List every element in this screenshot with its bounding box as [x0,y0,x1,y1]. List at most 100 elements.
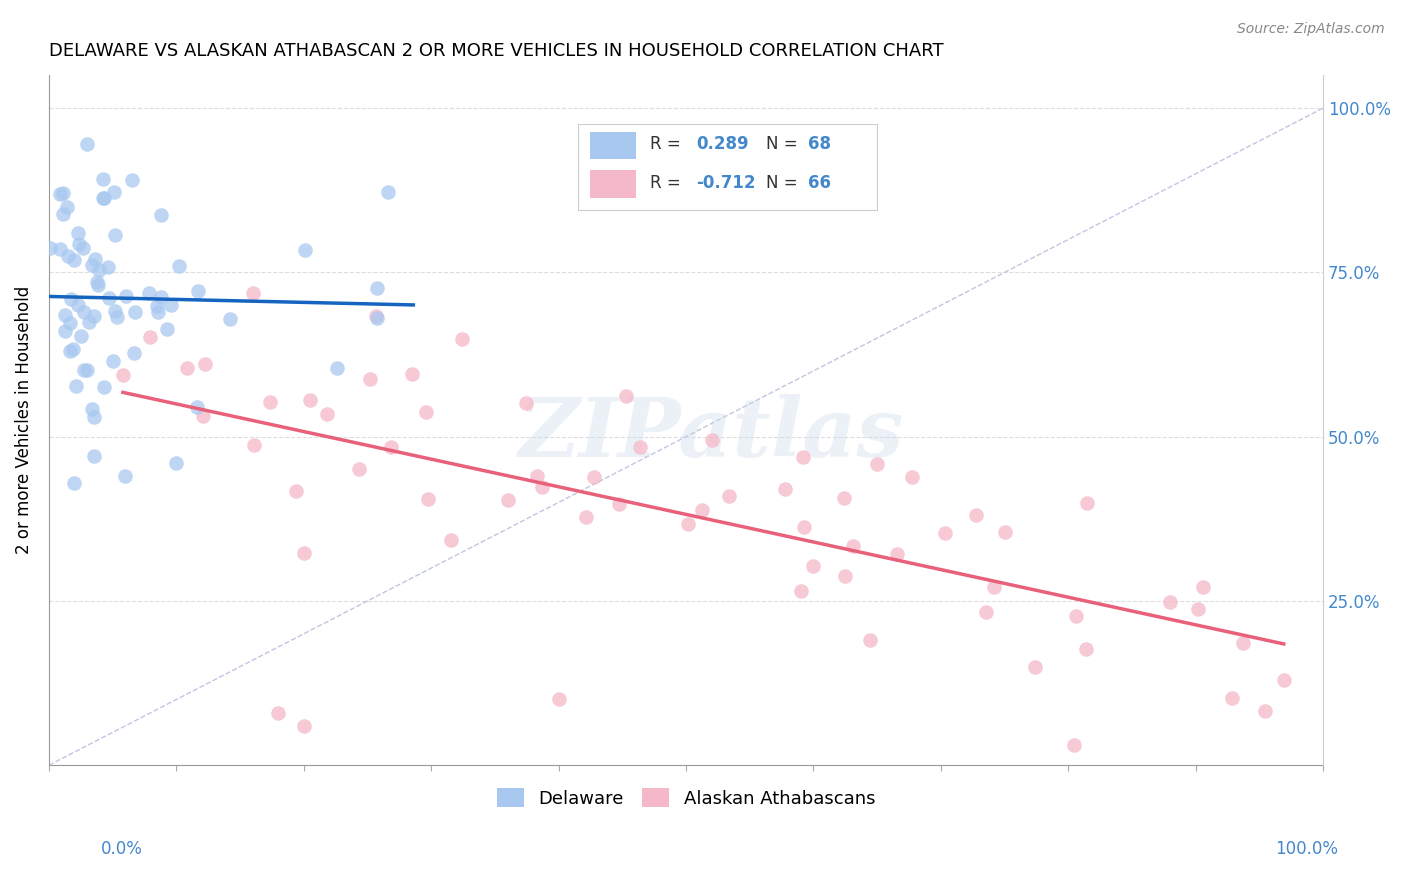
Point [983,580,1005,594]
Point [360,372,382,386]
Point [690,503,713,517]
Point [62,253,84,268]
Text: N =: N = [766,136,803,153]
Text: Source: ZipAtlas.com: Source: ZipAtlas.com [1237,22,1385,37]
Point [93,190,115,204]
Point [138,285,160,300]
Point [83,310,105,324]
Point [1187,602,1209,616]
Point [859,632,882,647]
Point [582,470,605,484]
Point [165,456,187,470]
Point [934,525,956,540]
Point [60,292,83,306]
Text: R =: R = [651,136,686,153]
Point [62,342,84,356]
Point [292,719,315,733]
Point [994,524,1017,539]
Point [97,260,120,275]
Point [380,440,402,454]
Point [53,324,76,338]
Point [1272,673,1295,687]
Point [80,258,103,272]
Point [886,547,908,561]
Point [53,308,76,322]
Point [1063,739,1085,753]
Point [717,489,740,503]
Point [63,475,86,490]
Point [418,491,440,506]
Point [56,200,79,214]
Point [700,433,723,447]
Point [83,410,105,425]
Point [176,361,198,376]
Point [91,172,114,186]
Point [347,461,370,475]
FancyBboxPatch shape [578,123,877,210]
Point [326,361,349,376]
Point [80,401,103,416]
Point [628,440,651,454]
Point [531,480,554,494]
Point [1192,581,1215,595]
Point [194,357,217,371]
Point [114,469,136,483]
Point [607,497,630,511]
Point [72,305,94,319]
Point [49,242,72,256]
Point [1232,635,1254,649]
Point [103,185,125,199]
Point [1064,608,1087,623]
Point [792,450,814,464]
Point [83,252,105,266]
Point [150,290,173,304]
Point [789,583,811,598]
Text: ZIPatlas: ZIPatlas [519,394,904,474]
Point [965,508,987,522]
Point [1159,594,1181,608]
Point [364,310,387,324]
Point [218,312,240,326]
Legend: Delaware, Alaskan Athabascans: Delaware, Alaskan Athabascans [489,781,883,814]
Point [104,303,127,318]
Point [59,316,82,330]
Point [93,380,115,394]
Point [87,277,110,292]
Point [377,186,399,200]
Point [72,241,94,255]
Point [124,305,146,319]
Point [294,244,316,258]
Point [49,186,72,201]
Text: 0.289: 0.289 [696,136,749,153]
Point [547,692,569,706]
Point [77,315,100,329]
Point [66,298,89,312]
Point [1024,660,1046,674]
Point [866,457,889,471]
Point [315,407,337,421]
Point [105,310,128,325]
Point [267,706,290,720]
Point [614,389,637,403]
Point [901,470,924,484]
Point [121,173,143,187]
Point [285,484,308,499]
Point [39,241,62,255]
Point [678,517,700,532]
Text: 100.0%: 100.0% [1275,840,1339,858]
Point [65,379,87,393]
Point [834,569,856,583]
Point [67,227,90,241]
Point [86,275,108,289]
FancyBboxPatch shape [591,170,637,198]
Point [298,392,321,407]
Point [294,546,316,560]
Point [149,208,172,222]
Point [575,509,598,524]
Point [59,343,82,358]
Point [1254,704,1277,718]
Point [160,298,183,312]
Point [191,409,214,423]
Point [89,263,111,277]
Point [52,207,75,221]
